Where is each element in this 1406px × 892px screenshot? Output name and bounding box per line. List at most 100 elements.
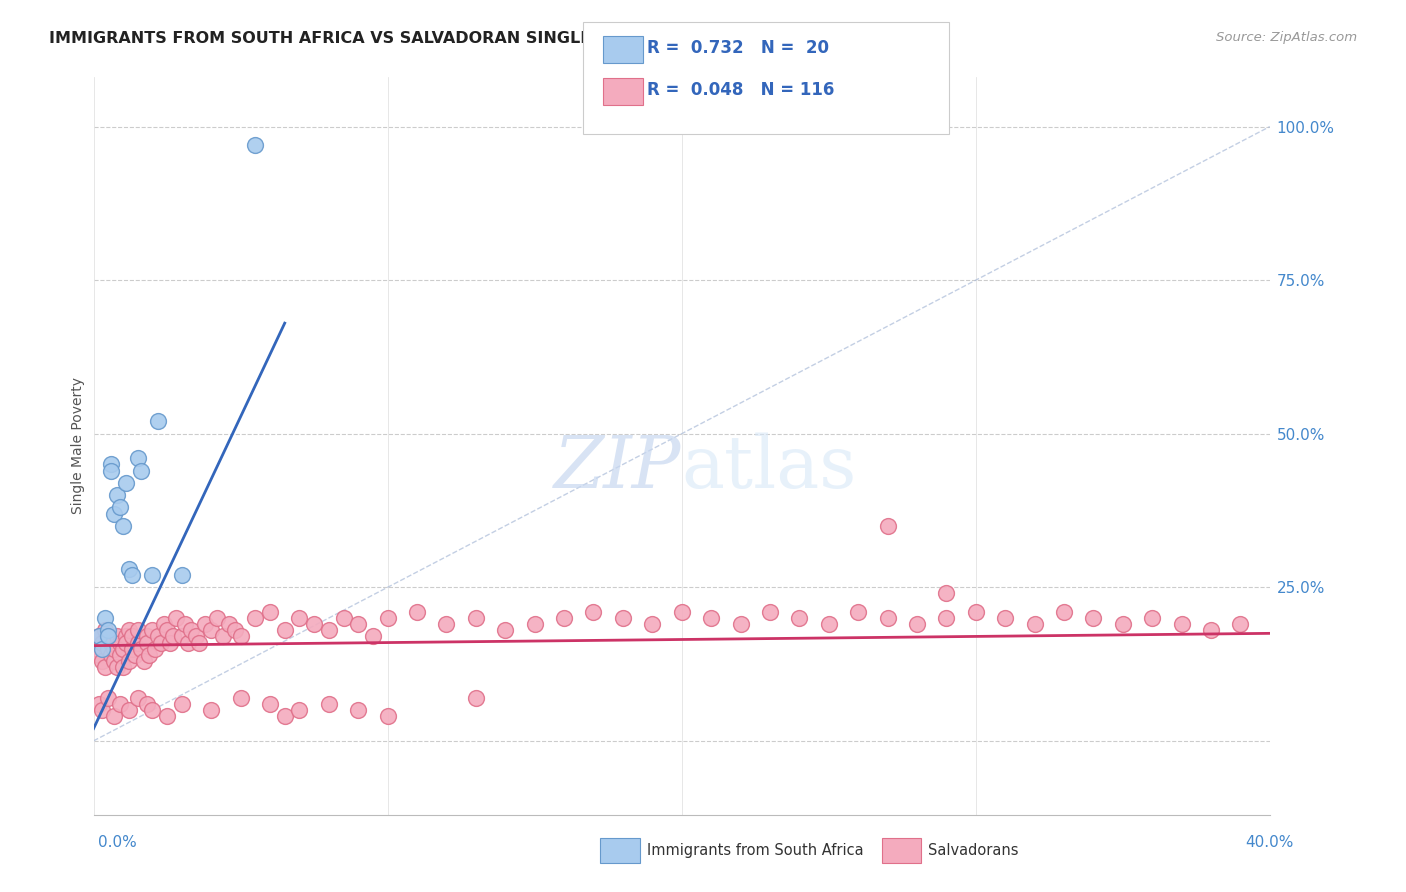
Point (876, 611, 898, 625)
Point (91, 654, 114, 668)
Point (332, 611, 354, 625)
Point (1170, 617, 1192, 632)
Point (553, 611, 575, 625)
Point (377, 709, 399, 723)
Point (159, 635, 181, 649)
Point (94, 611, 117, 625)
Point (115, 629, 138, 643)
Point (318, 697, 340, 711)
Point (148, 414, 170, 428)
Point (1229, 617, 1251, 632)
Text: Immigrants from South Africa: Immigrants from South Africa (647, 843, 863, 857)
Point (700, 611, 723, 625)
Point (259, 697, 281, 711)
Point (347, 703, 370, 717)
Point (91, 641, 114, 656)
Text: atlas: atlas (682, 433, 858, 503)
Point (135, 629, 157, 643)
Point (108, 697, 131, 711)
Point (245, 138, 267, 153)
Point (89, 697, 111, 711)
Point (105, 488, 128, 502)
Point (494, 624, 516, 638)
Point (89, 648, 111, 662)
Point (100, 648, 122, 662)
Point (464, 690, 486, 705)
Point (165, 611, 187, 625)
Point (612, 611, 634, 625)
Point (115, 635, 138, 649)
Point (347, 617, 370, 632)
Point (641, 617, 664, 632)
Point (143, 641, 166, 656)
Text: 0.0%: 0.0% (98, 836, 138, 850)
Point (127, 635, 149, 649)
Point (86, 641, 108, 656)
Point (935, 611, 957, 625)
Point (89, 629, 111, 643)
Point (1053, 605, 1076, 619)
Text: IMMIGRANTS FROM SOUTH AFRICA VS SALVADORAN SINGLE MALE POVERTY CORRELATION CHART: IMMIGRANTS FROM SOUTH AFRICA VS SALVADOR… (49, 31, 932, 46)
Point (129, 641, 152, 656)
Point (121, 641, 143, 656)
Point (118, 703, 141, 717)
Point (111, 641, 134, 656)
Point (259, 605, 281, 619)
Point (170, 697, 193, 711)
Point (523, 617, 546, 632)
Point (218, 617, 240, 632)
Point (141, 568, 163, 582)
Point (127, 451, 149, 466)
Text: ZIP: ZIP (554, 433, 682, 503)
Point (103, 709, 125, 723)
Point (965, 605, 987, 619)
Point (97, 641, 120, 656)
Text: R =  0.048   N = 116: R = 0.048 N = 116 (647, 81, 834, 99)
Point (212, 629, 235, 643)
Point (170, 568, 193, 582)
Point (229, 690, 252, 705)
Point (105, 660, 128, 674)
Point (148, 629, 170, 643)
Point (162, 629, 184, 643)
Point (876, 519, 898, 533)
Point (176, 635, 198, 649)
Point (582, 605, 605, 619)
Point (91, 635, 114, 649)
Point (100, 464, 122, 478)
Point (245, 611, 267, 625)
Point (135, 635, 157, 649)
Point (288, 611, 311, 625)
Text: 40.0%: 40.0% (1246, 836, 1294, 850)
Point (97, 629, 120, 643)
Point (1112, 617, 1135, 632)
Point (89, 629, 111, 643)
Point (94, 660, 117, 674)
Point (817, 617, 839, 632)
Point (905, 617, 928, 632)
Point (141, 703, 163, 717)
Point (173, 617, 195, 632)
Point (108, 635, 131, 649)
Point (156, 624, 179, 638)
Text: R =  0.732   N =  20: R = 0.732 N = 20 (647, 39, 828, 57)
Point (115, 475, 138, 490)
Point (129, 464, 152, 478)
Point (436, 617, 458, 632)
Point (118, 654, 141, 668)
Point (377, 611, 399, 625)
Point (846, 605, 869, 619)
Point (135, 697, 157, 711)
Point (464, 611, 486, 625)
Point (200, 624, 222, 638)
Point (200, 703, 222, 717)
Point (194, 617, 217, 632)
Point (103, 641, 125, 656)
Point (180, 624, 202, 638)
Point (121, 629, 143, 643)
Point (141, 624, 163, 638)
Point (132, 654, 155, 668)
Point (103, 507, 125, 521)
Point (156, 709, 179, 723)
Point (302, 617, 325, 632)
